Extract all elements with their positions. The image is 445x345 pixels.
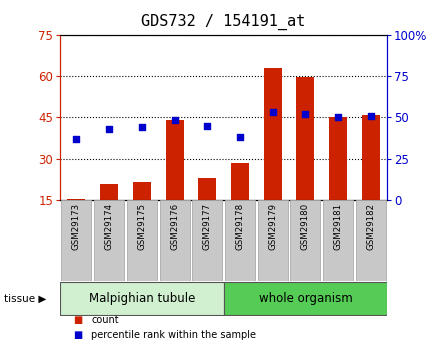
Text: ■: ■ <box>73 330 83 339</box>
Point <box>105 126 113 132</box>
Bar <box>362 115 380 200</box>
Text: GSM29177: GSM29177 <box>203 203 212 250</box>
Text: GSM29179: GSM29179 <box>268 203 277 250</box>
Text: ■: ■ <box>73 315 83 325</box>
Point <box>236 135 243 140</box>
Text: GDS732 / 154191_at: GDS732 / 154191_at <box>142 14 306 30</box>
Text: GSM29174: GSM29174 <box>105 203 113 250</box>
Text: Malpighian tubule: Malpighian tubule <box>89 292 195 305</box>
Bar <box>224 282 387 315</box>
Point <box>269 110 276 115</box>
Bar <box>290 200 320 281</box>
Bar <box>159 200 190 281</box>
Bar <box>356 200 386 281</box>
Bar <box>61 200 92 281</box>
Text: percentile rank within the sample: percentile rank within the sample <box>91 330 256 339</box>
Point <box>204 124 211 129</box>
Text: tissue ▶: tissue ▶ <box>4 294 47 303</box>
Bar <box>127 200 157 281</box>
Bar <box>225 200 255 281</box>
Bar <box>100 184 118 200</box>
Text: GSM29181: GSM29181 <box>334 203 343 250</box>
Text: GSM29178: GSM29178 <box>235 203 244 250</box>
Bar <box>296 77 314 200</box>
Bar <box>68 199 85 200</box>
Bar <box>60 282 224 315</box>
Bar <box>192 200 222 281</box>
Text: GSM29180: GSM29180 <box>301 203 310 250</box>
Bar <box>133 182 151 200</box>
Text: whole organism: whole organism <box>259 292 352 305</box>
Text: GSM29173: GSM29173 <box>72 203 81 250</box>
Point <box>171 117 178 122</box>
Text: GSM29175: GSM29175 <box>138 203 146 250</box>
Point <box>138 125 146 130</box>
Bar <box>94 200 124 281</box>
Bar <box>323 200 353 281</box>
Point <box>335 115 342 120</box>
Point <box>73 136 80 141</box>
Text: count: count <box>91 315 119 325</box>
Bar <box>329 117 347 200</box>
Bar <box>264 68 282 200</box>
Bar <box>231 163 249 200</box>
Bar <box>166 120 183 200</box>
Point <box>367 113 374 118</box>
Text: GSM29176: GSM29176 <box>170 203 179 250</box>
Bar <box>258 200 288 281</box>
Text: GSM29182: GSM29182 <box>366 203 375 250</box>
Point <box>302 111 309 117</box>
Bar <box>198 178 216 200</box>
